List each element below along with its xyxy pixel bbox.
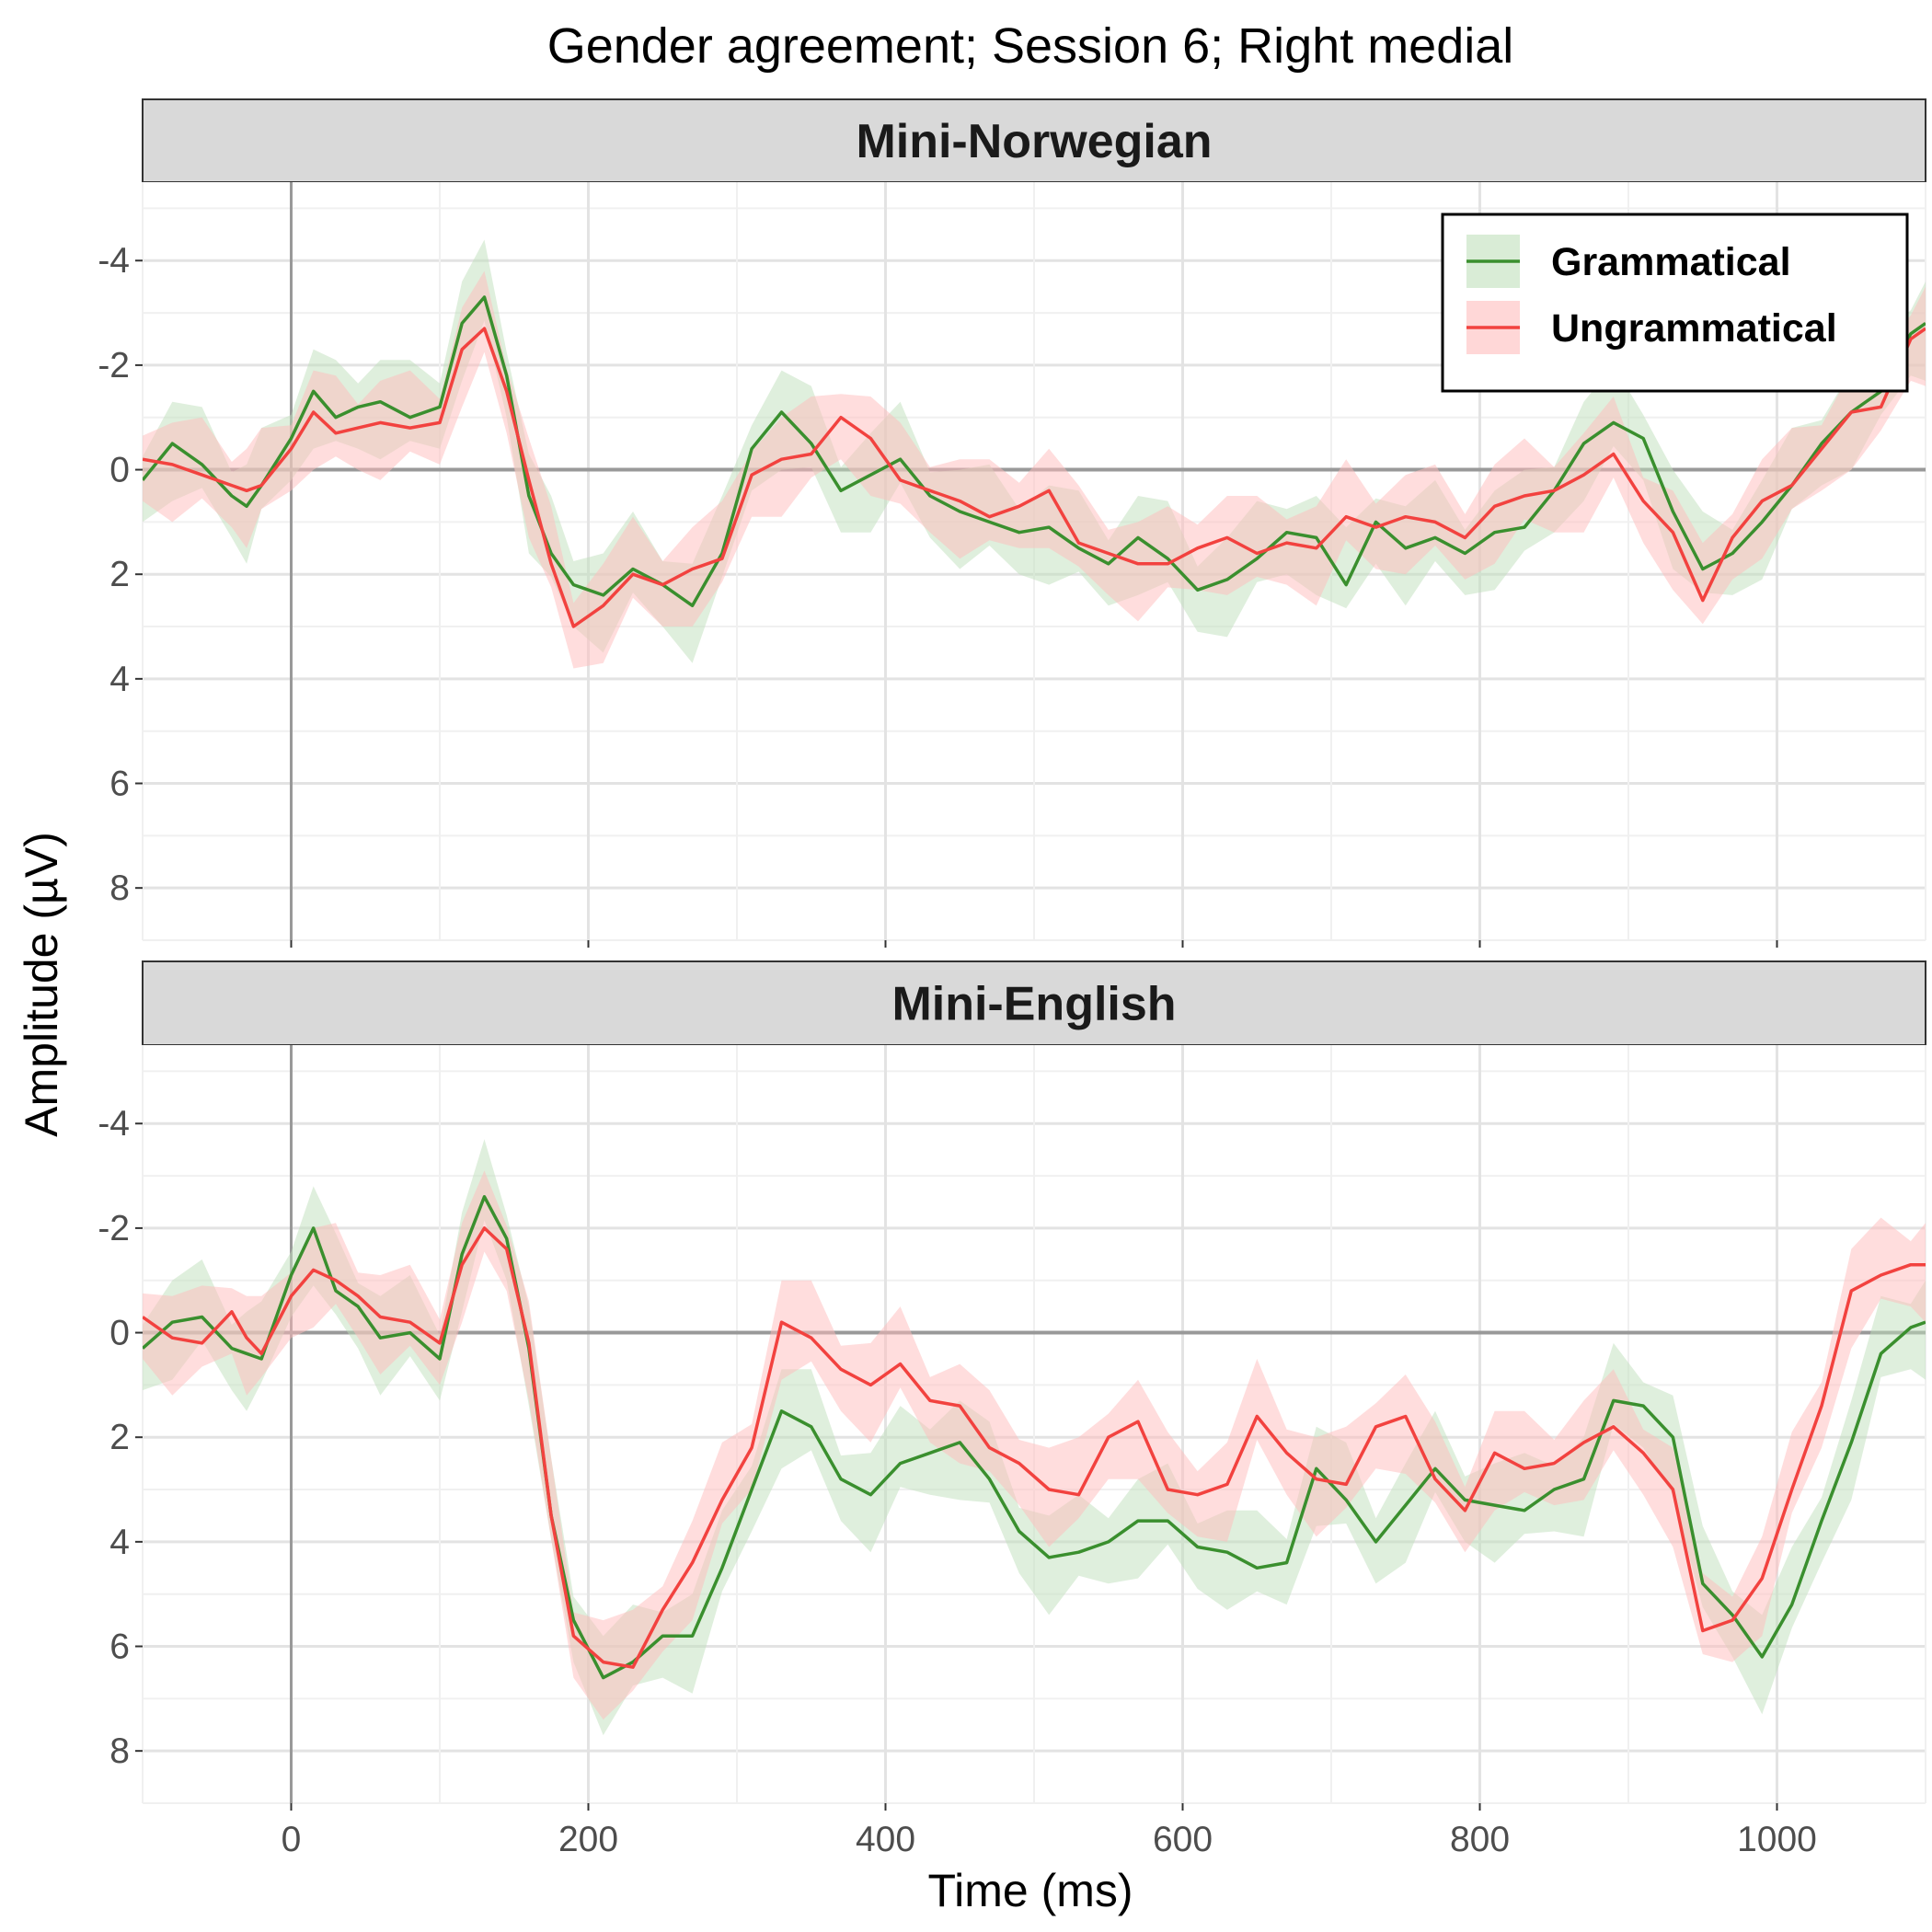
x-ticks xyxy=(290,1803,1778,1811)
y-tick-label: -2 xyxy=(98,1209,130,1248)
y-tick-label: 6 xyxy=(109,1627,130,1667)
legend: Grammatical Ungrammatical xyxy=(1441,213,1909,393)
x-tick-label: 400 xyxy=(856,1820,915,1859)
facet-strip-label: Mini-English xyxy=(891,978,1176,1031)
facet-strip-label: Mini-Norwegian xyxy=(856,115,1212,168)
series-line-ungrammatical xyxy=(143,1226,1926,1669)
legend-label-grammatical: Grammatical xyxy=(1551,240,1791,284)
y-tick-label: 8 xyxy=(109,868,130,908)
y-axis: -4 -2 0 2 4 6 8 xyxy=(98,1104,143,1771)
y-tick-label: -2 xyxy=(98,346,130,385)
series-layer xyxy=(143,239,1926,669)
x-tick-label: 800 xyxy=(1450,1820,1510,1859)
y-tick-label: 8 xyxy=(109,1731,130,1771)
series-line-grammatical xyxy=(143,295,1926,608)
series-line-grammatical xyxy=(143,1195,1926,1680)
legend-label-ungrammatical: Ungrammatical xyxy=(1551,306,1837,351)
x-tick-label: 1000 xyxy=(1737,1820,1817,1859)
y-tick-label: 2 xyxy=(109,555,130,594)
y-tick-label: 2 xyxy=(109,1418,130,1457)
y-tick-label: 0 xyxy=(109,1314,130,1353)
y-tick-label: 4 xyxy=(109,1523,130,1562)
x-tick-label: 0 xyxy=(282,1820,302,1859)
y-tick-label: 6 xyxy=(109,765,130,804)
y-tick-label: -4 xyxy=(98,1104,130,1144)
y-tick-label: 4 xyxy=(109,660,130,699)
ribbon-ungrammatical xyxy=(143,1170,1926,1720)
facet-strip xyxy=(142,98,1926,183)
x-axis: 0 200 400 600 800 1000 xyxy=(282,1820,1817,1859)
panel-1: Mini-English -4 -2 0 2 4 6 8 xyxy=(98,960,1926,1811)
y-axis-title: Amplitude (µV) xyxy=(16,832,67,1137)
y-tick-label: 0 xyxy=(109,451,130,490)
series-line-ungrammatical xyxy=(143,327,1926,628)
facet-strip xyxy=(142,960,1926,1046)
legend-box xyxy=(1441,213,1909,393)
x-tick-label: 200 xyxy=(558,1820,618,1859)
y-axis: -4 -2 0 2 4 6 8 xyxy=(98,241,143,908)
x-axis-title: Time (ms) xyxy=(927,1865,1133,1916)
ribbon-grammatical xyxy=(143,1139,1926,1736)
chart-title: Gender agreement; Session 6; Right media… xyxy=(547,18,1514,74)
panel-0: Mini-Norwegian -4 -2 0 2 4 6 8 xyxy=(98,98,1926,948)
facet-panels: Mini-Norwegian -4 -2 0 2 4 6 8 Mini-English -4 -2 0… xyxy=(98,98,1926,1811)
x-ticks xyxy=(290,940,1778,948)
series-layer xyxy=(143,1139,1926,1736)
ribbon-ungrammatical xyxy=(143,270,1926,669)
x-tick-label: 600 xyxy=(1153,1820,1213,1859)
y-tick-label: -4 xyxy=(98,241,130,281)
